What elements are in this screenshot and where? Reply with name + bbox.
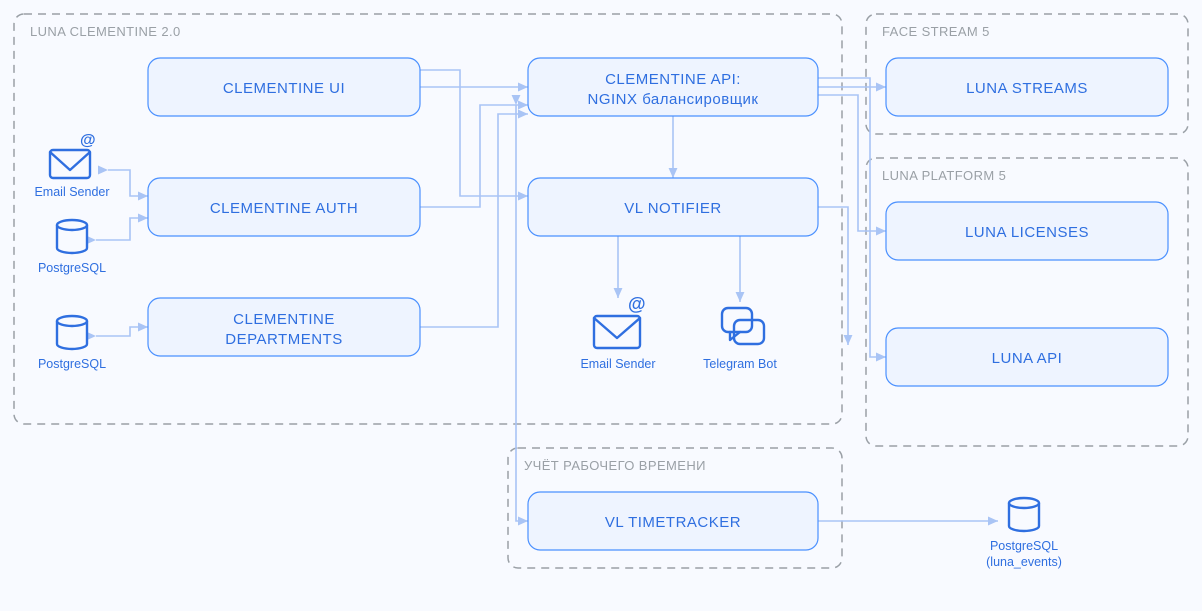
node-label: LUNA API <box>992 350 1063 367</box>
node-label-line1: CLEMENTINE <box>233 311 335 328</box>
icon-label-pgevents-2: (luna_events) <box>986 555 1062 569</box>
icon-label-email1: Email Sender <box>34 185 109 199</box>
node-label-line2: DEPARTMENTS <box>225 331 342 348</box>
group-luna-platform: LUNA PLATFORM 5 <box>866 158 1188 446</box>
node-luna-streams: LUNA STREAMS <box>886 58 1168 116</box>
icon-label-telegram: Telegram Bot <box>703 357 777 371</box>
edge-dept-api <box>420 114 528 327</box>
edge-email1-auth <box>108 170 148 196</box>
group-label-timetracking: УЧЁТ РАБОЧЕГО ВРЕМЕНИ <box>524 458 706 473</box>
node-clementine-auth: CLEMENTINE AUTH <box>148 178 420 236</box>
edge-notifier-lunaapi <box>818 207 848 345</box>
node-luna-api: LUNA API <box>886 328 1168 386</box>
node-label-line1: CLEMENTINE API: <box>605 71 741 88</box>
node-label: LUNA STREAMS <box>966 80 1088 97</box>
node-label-line2: NGINX балансировщик <box>588 91 759 108</box>
node-label: CLEMENTINE UI <box>223 80 345 97</box>
node-vl-timetracker: VL TIMETRACKER <box>528 492 818 550</box>
edge-pg2-dept <box>96 327 148 336</box>
group-label-clementine: LUNA CLEMENTINE 2.0 <box>30 24 181 39</box>
node-vl-notifier: VL NOTIFIER <box>528 178 818 236</box>
node-label: VL NOTIFIER <box>624 200 721 217</box>
edges-layer <box>96 70 998 521</box>
telegram-bot-icon <box>722 308 764 344</box>
email-sender-icon-1: @ <box>50 132 96 178</box>
edge-ui-notifier <box>420 70 528 196</box>
icon-label-email2: Email Sender <box>580 357 655 371</box>
group-label-platform: LUNA PLATFORM 5 <box>882 168 1006 183</box>
svg-text:@: @ <box>628 294 646 314</box>
edge-api-lunaapi <box>818 78 886 357</box>
node-luna-licenses: LUNA LICENSES <box>886 202 1168 260</box>
node-clementine-ui: CLEMENTINE UI <box>148 58 420 116</box>
node-label: CLEMENTINE AUTH <box>210 200 358 217</box>
email-sender-icon-2: @ <box>594 294 646 348</box>
node-clementine-api: CLEMENTINE API: NGINX балансировщик <box>528 58 818 116</box>
icon-label-pg1: PostgreSQL <box>38 261 106 275</box>
node-label: LUNA LICENSES <box>965 224 1089 241</box>
icon-label-pgevents-1: PostgreSQL <box>990 539 1058 553</box>
node-label: VL TIMETRACKER <box>605 514 741 531</box>
icon-label-pg2: PostgreSQL <box>38 357 106 371</box>
edge-pg1-auth <box>96 218 148 240</box>
edge-api-licenses <box>818 95 886 231</box>
database-icon-events <box>1009 498 1039 531</box>
group-label-facestream: FACE STREAM 5 <box>882 24 990 39</box>
database-icon-2 <box>57 316 87 349</box>
edge-auth-api <box>420 105 528 207</box>
architecture-diagram: LUNA CLEMENTINE 2.0 FACE STREAM 5 LUNA P… <box>0 0 1202 611</box>
node-clementine-departments: CLEMENTINE DEPARTMENTS <box>148 298 420 356</box>
svg-text:@: @ <box>80 132 96 149</box>
database-icon-1 <box>57 220 87 253</box>
